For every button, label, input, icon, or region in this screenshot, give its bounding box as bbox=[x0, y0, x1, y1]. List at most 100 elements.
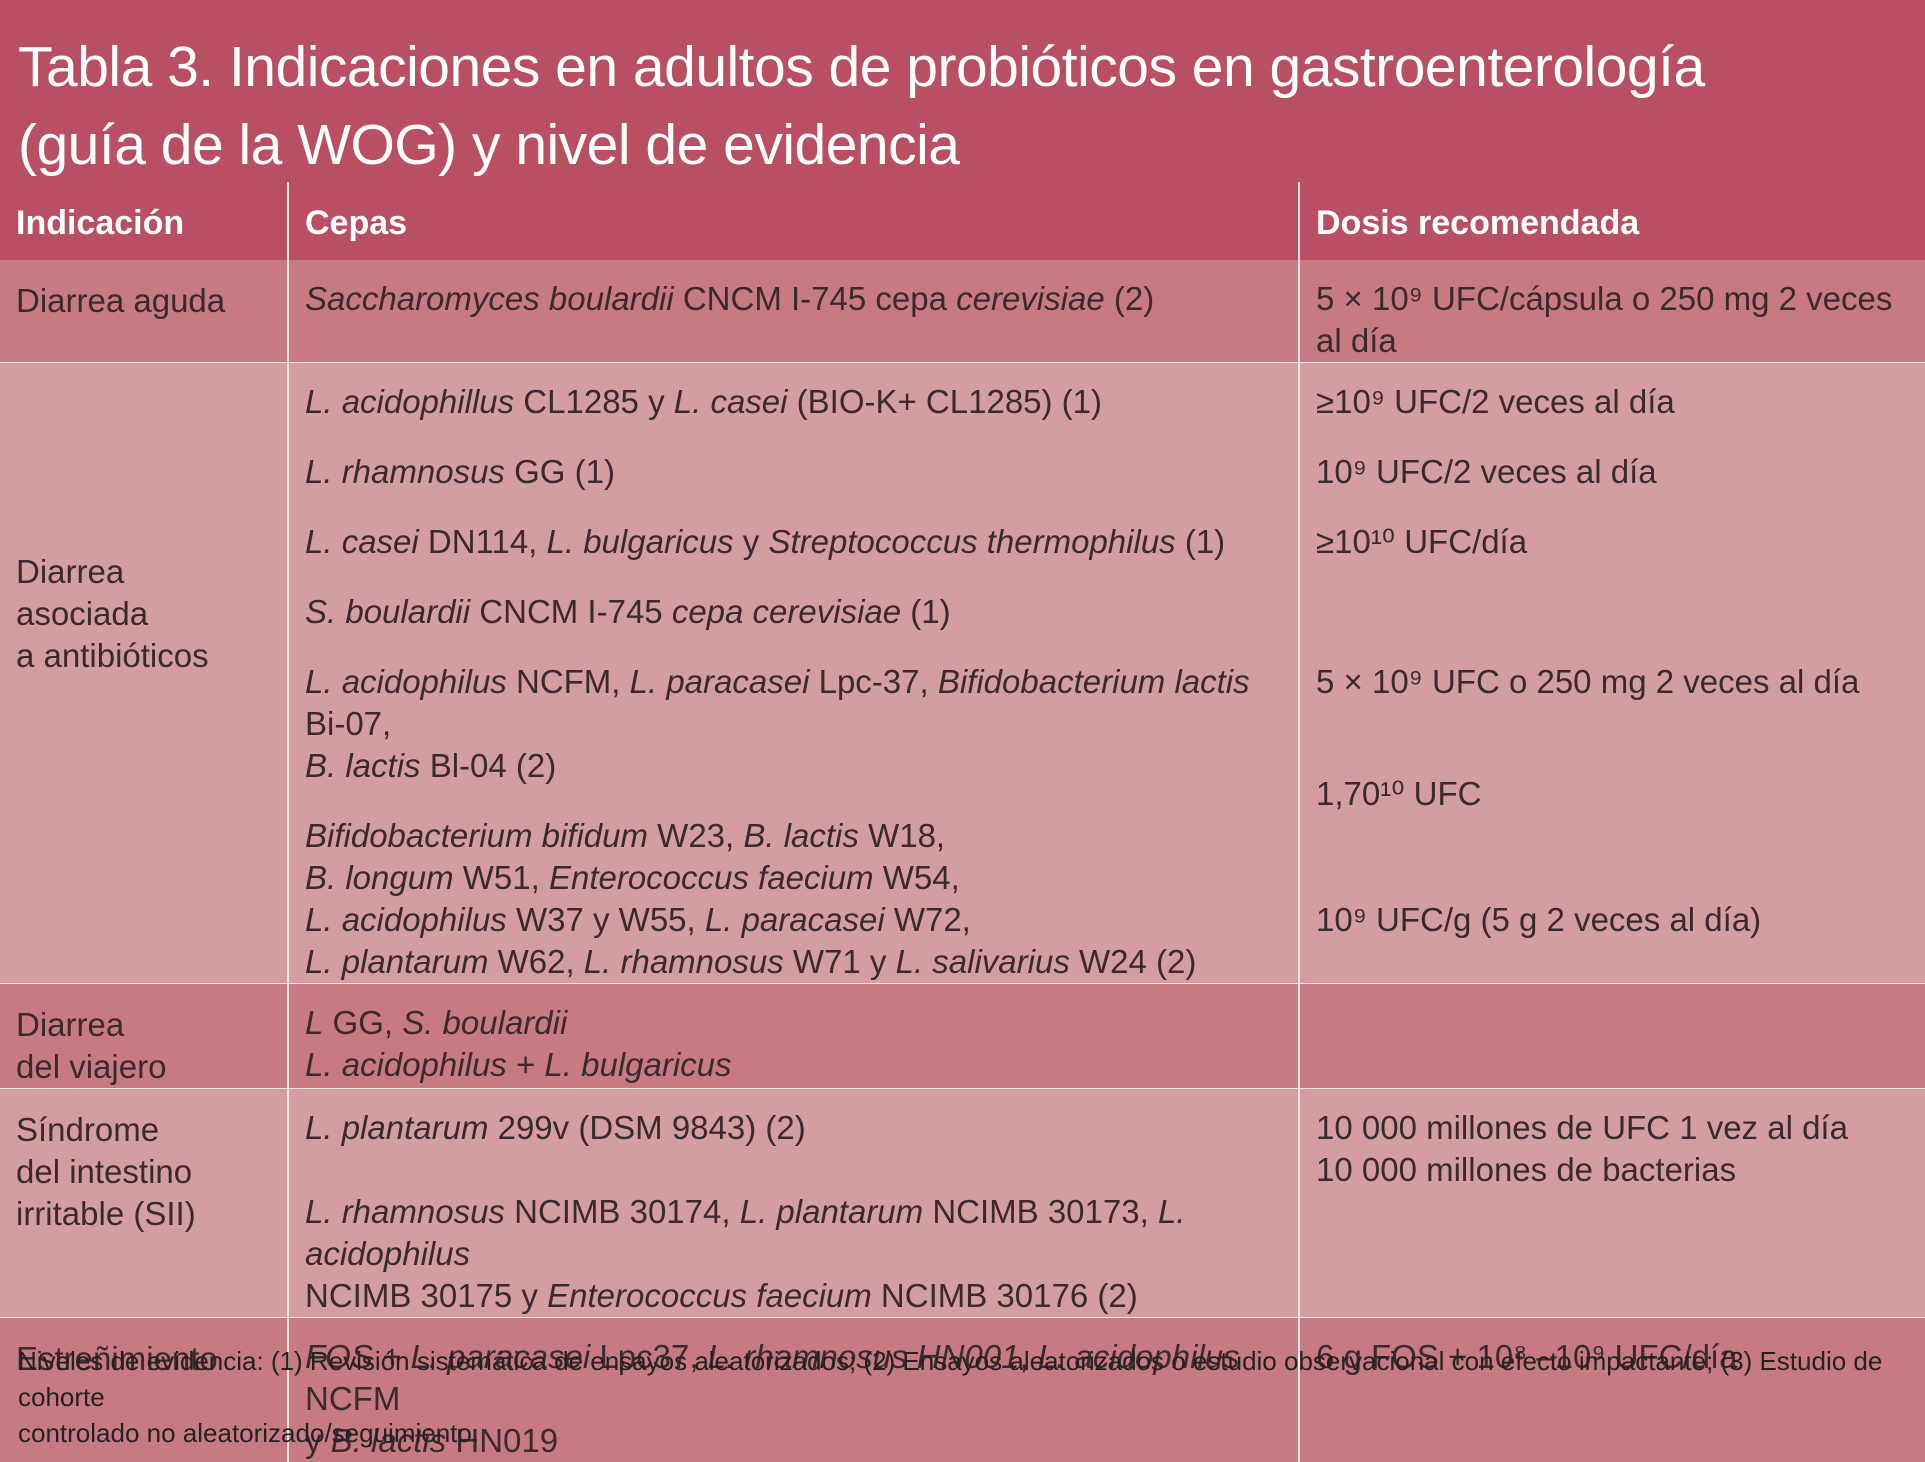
spacer bbox=[305, 787, 1282, 815]
footnote: Niveles de evidencia: (1) Revisión siste… bbox=[18, 1343, 1908, 1451]
strain-line: Saccharomyces boulardii CNCM I-745 cepa … bbox=[305, 278, 1282, 320]
strain-text: Bi-07, bbox=[305, 705, 391, 742]
table-body: Diarrea aguda Saccharomyces boulardii CNC… bbox=[0, 260, 1925, 1462]
dose-line bbox=[1316, 857, 1909, 899]
strain-line: L GG, S. boulardii bbox=[305, 1002, 1282, 1044]
indication-line: Diarrea bbox=[16, 1004, 271, 1046]
spacer bbox=[1316, 563, 1909, 591]
indication-line: a antibióticos bbox=[16, 635, 271, 677]
strain-line: L. acidophilus NCFM, L. paracasei Lpc-37… bbox=[305, 661, 1282, 745]
spacer bbox=[1316, 423, 1909, 451]
dose-line: 5 × 10⁹ UFC o 250 mg 2 veces al día bbox=[1316, 661, 1909, 703]
strain-text: (1) bbox=[901, 593, 951, 630]
indication-line bbox=[16, 425, 271, 467]
species-name: L bbox=[305, 1004, 323, 1041]
strain-text: (2) bbox=[1105, 280, 1155, 317]
indication-line: del intestino bbox=[16, 1151, 271, 1193]
strain-text: W72, bbox=[885, 901, 971, 938]
species-name: L. rhamnosus bbox=[305, 453, 505, 490]
indication-line: Diarrea aguda bbox=[16, 280, 271, 322]
dose-cell: ≥10⁹ UFC/2 veces al día 10⁹ UFC/2 veces a… bbox=[1299, 363, 1925, 984]
strain-text: NCIMB 30174, bbox=[505, 1193, 740, 1230]
species-name: cerevisiae bbox=[956, 280, 1105, 317]
indication-line: irritable (SII) bbox=[16, 1193, 271, 1235]
strain-line: NCIMB 30175 y Enterococcus faecium NCIMB… bbox=[305, 1275, 1282, 1317]
spacer bbox=[305, 493, 1282, 521]
species-name: L. casei bbox=[305, 523, 419, 560]
dose-line bbox=[1316, 815, 1909, 857]
header-row: Indicación Cepas Dosis recomendada bbox=[0, 182, 1925, 260]
dose-line: 5 × 10⁹ UFC/cápsula o 250 mg 2 veces al … bbox=[1316, 278, 1909, 362]
strain-line: L. acidophilus W37 y W55, L. paracasei W… bbox=[305, 899, 1282, 941]
strain-line: L. acidophilus + L. bulgaricus bbox=[305, 1044, 1282, 1086]
species-name: B. lactis bbox=[743, 817, 859, 854]
header-indicacion: Indicación bbox=[0, 182, 288, 260]
species-name: L. bulgaricus bbox=[544, 1046, 731, 1083]
species-name: Bifidobacterium bifidum bbox=[305, 817, 648, 854]
indication-cell: Diarrea aguda bbox=[0, 260, 288, 363]
strain-text: DN114, bbox=[419, 523, 547, 560]
species-name: cepa cerevisiae bbox=[672, 593, 901, 630]
indication-line: del viajero bbox=[16, 1046, 271, 1088]
dose-line: 10⁹ UFC/g (5 g 2 veces al día) bbox=[1316, 899, 1909, 941]
strain-text: W51, bbox=[454, 859, 549, 896]
strain-line: S. boulardii CNCM I-745 cepa cerevisiae … bbox=[305, 591, 1282, 633]
spacer bbox=[305, 423, 1282, 451]
species-name: L. salivarius bbox=[896, 943, 1070, 980]
species-name: L. rhamnosus bbox=[305, 1193, 505, 1230]
strain-text: NCIMB 30173, bbox=[923, 1193, 1158, 1230]
indication-line: Síndrome bbox=[16, 1109, 271, 1151]
indication-line: asociada bbox=[16, 593, 271, 635]
header-cepas: Cepas bbox=[288, 182, 1299, 260]
strain-line: L. casei DN114, L. bulgaricus y Streptoc… bbox=[305, 521, 1282, 563]
strain-text: (BIO-K+ CL1285) (1) bbox=[787, 383, 1102, 420]
species-name: L. plantarum bbox=[305, 943, 488, 980]
strain-text: W24 (2) bbox=[1070, 943, 1197, 980]
strain-text: Bl-04 (2) bbox=[421, 747, 557, 784]
species-name: L. paracasei bbox=[630, 663, 810, 700]
dose-line: 10 000 millones de UFC 1 vez al día bbox=[1316, 1107, 1909, 1149]
strain-line: L. acidophillus CL1285 y L. casei (BIO-K… bbox=[305, 381, 1282, 423]
species-name: L. bulgaricus bbox=[547, 523, 734, 560]
dose-line: 10⁹ UFC/2 veces al día bbox=[1316, 451, 1909, 493]
species-name: B. longum bbox=[305, 859, 454, 896]
strain-text: W18, bbox=[859, 817, 945, 854]
strain-text: GG (1) bbox=[505, 453, 615, 490]
species-name: Saccharomyces boulardii bbox=[305, 280, 674, 317]
species-name: S. boulardii bbox=[305, 593, 470, 630]
strains-cell: L. acidophillus CL1285 y L. casei (BIO-K… bbox=[288, 363, 1299, 984]
strain-text: + bbox=[507, 1046, 545, 1083]
dose-cell bbox=[1299, 984, 1925, 1089]
dose-line: ≥10⁹ UFC/2 veces al día bbox=[1316, 381, 1909, 423]
strain-text: W62, bbox=[488, 943, 583, 980]
dose-line bbox=[1316, 591, 1909, 633]
species-name: L. paracasei bbox=[705, 901, 885, 938]
species-name: Enterococcus faecium bbox=[547, 1277, 872, 1314]
footnote-line-1: Niveles de evidencia: (1) Revisión siste… bbox=[18, 1343, 1908, 1415]
strain-text: NCIMB 30175 y bbox=[305, 1277, 547, 1314]
indication-line: Diarrea bbox=[16, 551, 271, 593]
table-title-line-2: (guía de la WOG) y nivel de evidencia bbox=[18, 106, 1907, 184]
strain-text: 299v (DSM 9843) (2) bbox=[488, 1109, 805, 1146]
table-title: Tabla 3. Indicaciones en adultos de prob… bbox=[0, 0, 1925, 182]
dose-line: ≥10¹⁰ UFC/día bbox=[1316, 521, 1909, 563]
table-header: Indicación Cepas Dosis recomendada bbox=[0, 182, 1925, 260]
indication-line bbox=[16, 467, 271, 509]
strain-line bbox=[305, 1149, 1282, 1191]
dose-cell: 5 × 10⁹ UFC/cápsula o 250 mg 2 veces al … bbox=[1299, 260, 1925, 363]
species-name: B. lactis bbox=[305, 747, 421, 784]
strains-cell: Saccharomyces boulardii CNCM I-745 cepa … bbox=[288, 260, 1299, 363]
species-name: S. boulardii bbox=[402, 1004, 567, 1041]
species-name: Streptococcus thermophilus bbox=[768, 523, 1175, 560]
species-name: Enterococcus faecium bbox=[549, 859, 874, 896]
strain-line: B. longum W51, Enterococcus faecium W54, bbox=[305, 857, 1282, 899]
strain-text: Lpc-37, bbox=[809, 663, 937, 700]
species-name: L. acidophilus bbox=[305, 663, 507, 700]
